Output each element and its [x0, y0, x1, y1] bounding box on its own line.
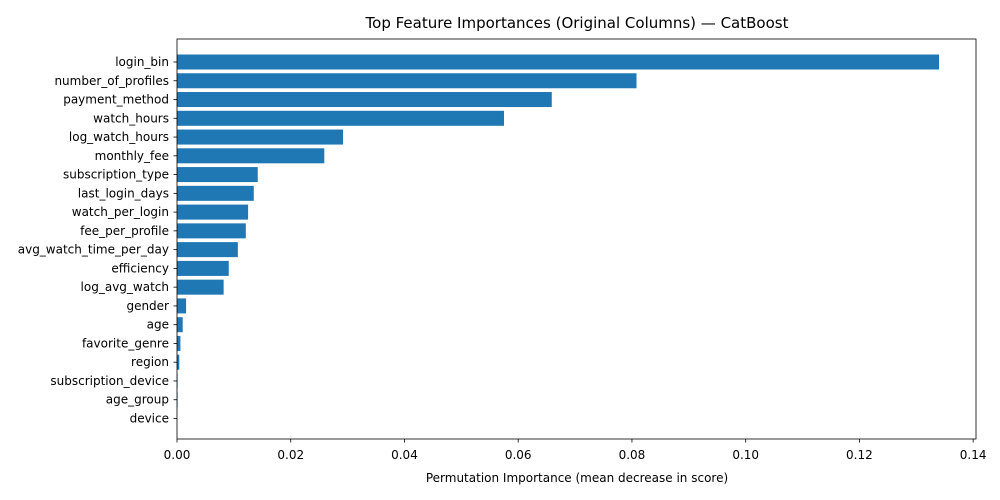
bar-login-bin	[177, 54, 940, 70]
x-tick-label: 0.02	[277, 448, 304, 462]
x-tick-label: 0.14	[960, 448, 987, 462]
bar-log-avg-watch	[177, 279, 224, 295]
bar-last-login-days	[177, 185, 254, 201]
x-axis-label: Permutation Importance (mean decrease in…	[426, 471, 728, 485]
plot-frame	[176, 38, 977, 440]
bar-avg-watch-time-per-day	[177, 242, 238, 258]
y-tick-label: device	[130, 412, 169, 426]
bar-log-watch-hours	[177, 129, 344, 145]
y-tick-label: login_bin	[115, 55, 169, 69]
y-tick-label: efficiency	[111, 261, 169, 275]
x-tick-label: 0.06	[505, 448, 532, 462]
bar-watch-per-login	[177, 204, 249, 220]
bar-fee-per-profile	[177, 223, 246, 239]
y-tick-label: subscription_device	[50, 374, 169, 388]
bar-number-of-profiles	[177, 73, 637, 89]
bar-region	[177, 354, 180, 370]
y-tick-label: region	[131, 355, 169, 369]
y-tick-label: log_watch_hours	[69, 130, 169, 144]
y-tick-label: monthly_fee	[95, 149, 169, 163]
y-tick-label: number_of_profiles	[54, 74, 169, 88]
bar-payment-method	[177, 92, 552, 108]
y-tick-label: gender	[126, 299, 169, 313]
chart-title: Top Feature Importances (Original Column…	[365, 14, 789, 32]
y-tick-label: fee_per_profile	[80, 224, 169, 238]
y-tick-label: watch_hours	[93, 111, 169, 125]
x-tick-label: 0.10	[732, 448, 759, 462]
y-tick-label: age	[147, 318, 169, 332]
y-tick-label: age_group	[106, 393, 169, 407]
x-tick-label: 0.12	[846, 448, 873, 462]
y-tick-label: log_avg_watch	[81, 280, 169, 294]
y-tick-label: last_login_days	[78, 186, 169, 200]
y-tick-labels: login_bin number_of_profiles payment_metho…	[18, 55, 177, 426]
y-tick-label: avg_watch_time_per_day	[18, 243, 169, 257]
bar-watch-hours	[177, 110, 504, 126]
x-tick-label: 0.04	[391, 448, 418, 462]
x-tick-label: 0.08	[619, 448, 646, 462]
bars-group	[177, 54, 940, 408]
y-tick-label: favorite_genre	[82, 336, 169, 350]
bar-favorite-genre	[177, 335, 181, 351]
y-tick-label: watch_per_login	[72, 205, 169, 219]
bar-age	[177, 317, 183, 333]
y-tick-label: payment_method	[63, 93, 169, 107]
bar-gender	[177, 298, 187, 314]
x-tick-label: 0.00	[164, 448, 191, 462]
bar-monthly-fee	[177, 148, 325, 164]
bar-subscription-type	[177, 167, 258, 183]
x-ticks: 0.00 0.02 0.04 0.06 0.08 0.10 0.12 0.14	[164, 439, 987, 462]
bar-efficiency	[177, 260, 229, 276]
y-tick-label: subscription_type	[63, 168, 169, 182]
